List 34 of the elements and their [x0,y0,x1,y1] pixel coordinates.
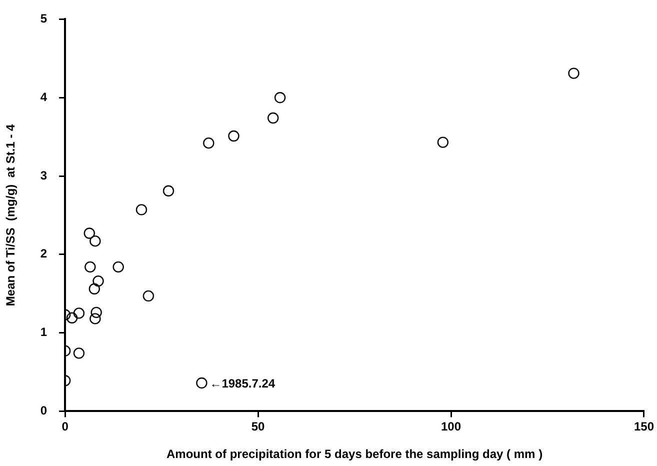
point [437,136,449,148]
point [136,204,148,216]
point [112,261,124,273]
point [84,228,95,239]
y-tick-label: 0 [40,404,48,418]
point [73,348,85,359]
point [196,377,208,389]
y-tick-label: 3 [40,168,48,182]
y-tick-label: 5 [40,12,48,26]
x-tick-label: 50 [251,420,266,434]
point [228,130,240,142]
point [162,185,174,196]
point [142,290,154,302]
point [88,283,100,294]
point [568,68,580,79]
y-tick-label: 2 [40,246,48,261]
point [274,92,286,104]
point [90,235,101,247]
point [90,313,101,324]
y-tick-label: 1 [40,325,48,340]
point [84,261,96,273]
point [73,308,85,319]
y-axis-title: Mean of Ti/SS (mg/g) at St.1 - 4 [4,124,18,306]
x-tick-label: 0 [62,420,69,434]
point [90,306,102,318]
x-tick-label: 150 [634,420,654,434]
point [268,112,279,124]
point [203,137,214,149]
x-axis-title: Amount of precipitation for 5 days before the sampling day ( mm ) [166,447,543,462]
point [66,312,78,324]
point [92,275,104,287]
annotation: ←1985.7.24 [210,376,276,390]
x-tick-label: 100 [441,420,462,434]
y-tick-label: 4 [40,90,48,104]
